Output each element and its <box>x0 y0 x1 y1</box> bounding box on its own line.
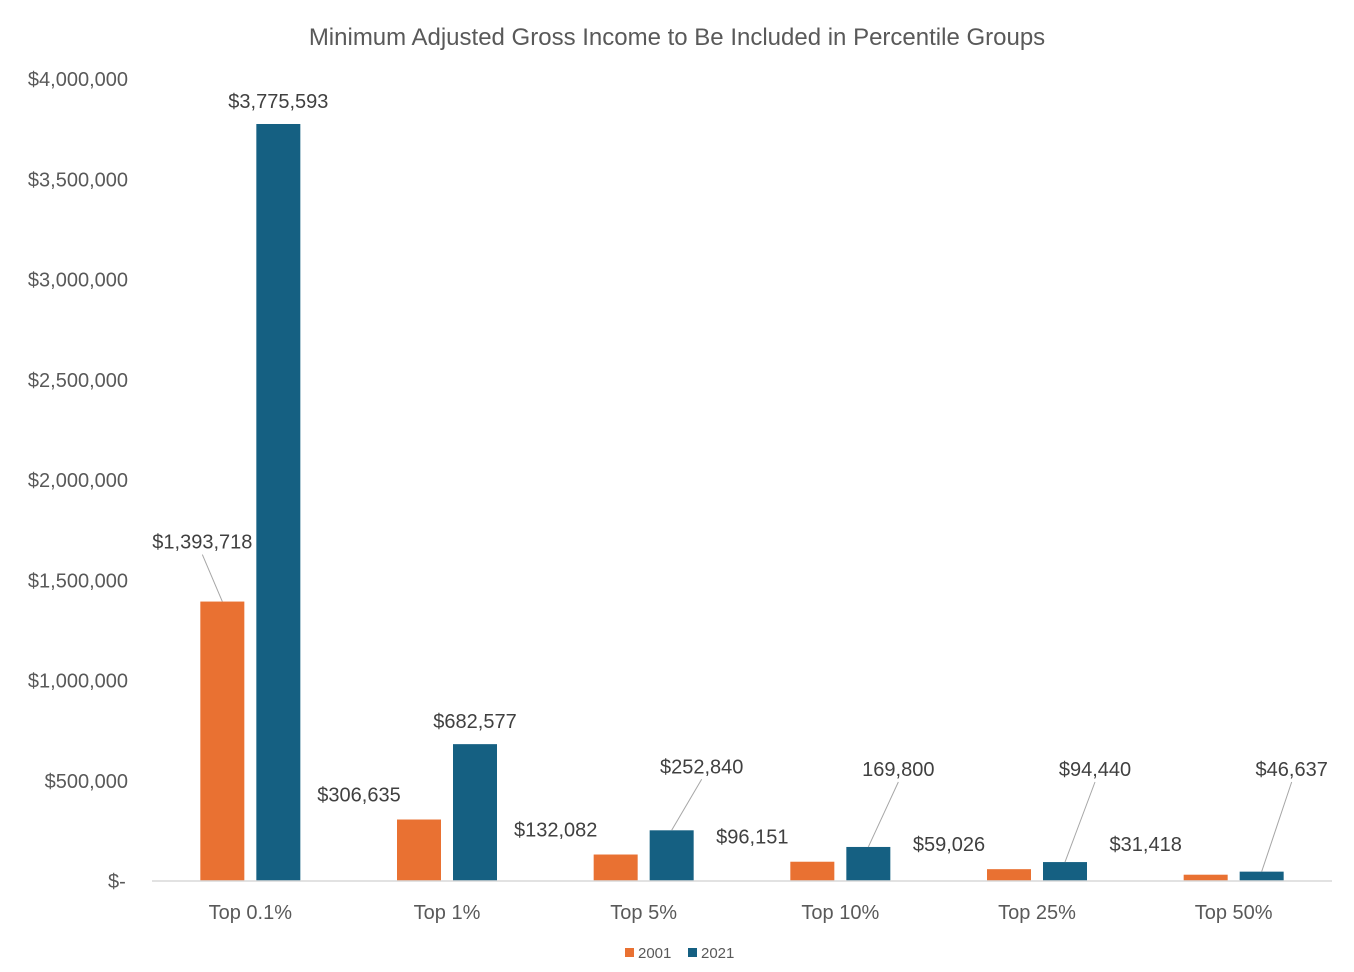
y-tick-label: $2,500,000 <box>28 370 128 392</box>
data-labels: $1,393,718 $3,775,593 $306,635 $682,577 $132… <box>152 91 1328 856</box>
data-label-2021: $252,840 <box>660 756 743 778</box>
data-label-2001: $1,393,718 <box>152 532 252 554</box>
legend-label-2001: 2001 <box>638 945 671 962</box>
bar-2001 <box>200 601 245 881</box>
legend-swatch-2001 <box>625 948 634 957</box>
x-tick-label: Top 0.1% <box>209 902 293 924</box>
data-label-2021: $46,637 <box>1256 759 1328 781</box>
bar-2021 <box>649 830 694 881</box>
bar-2001 <box>593 854 638 881</box>
x-tick-label: Top 5% <box>610 902 677 924</box>
y-tick-label: $4,000,000 <box>28 69 128 91</box>
bar-2021 <box>453 744 497 881</box>
y-tick-label: $1,000,000 <box>28 671 128 693</box>
legend-swatch-2021 <box>688 948 697 957</box>
bar-2021 <box>256 123 301 882</box>
y-tick-label: $3,000,000 <box>28 270 128 292</box>
bar-2001 <box>1183 874 1228 881</box>
leader-line <box>201 554 223 602</box>
x-tick-label: Top 1% <box>414 902 481 924</box>
y-tick-label: $- <box>108 871 126 893</box>
data-label-2001: $59,026 <box>913 834 985 856</box>
x-tick-label: Top 50% <box>1195 902 1273 924</box>
leader-line <box>671 779 703 831</box>
data-label-2001: $132,082 <box>514 820 597 842</box>
bar-2001 <box>987 869 1031 881</box>
x-tick-label: Top 10% <box>801 902 879 924</box>
y-axis: $- $500,000 $1,000,000 $1,500,000 $2,000,000… <box>28 69 128 893</box>
chart-title: Minimum Adjusted Gross Income to Be Incl… <box>309 24 1045 51</box>
bar-2021 <box>1239 871 1284 881</box>
data-label-2001: $306,635 <box>317 785 400 807</box>
y-tick-label: $2,000,000 <box>28 470 128 492</box>
data-label-2021: $682,577 <box>433 711 516 733</box>
data-label-2021: $3,775,593 <box>228 91 328 113</box>
data-label-2021: $94,440 <box>1059 759 1131 781</box>
x-axis: Top 0.1% Top 1% Top 5% Top 10% Top 25% Top 50… <box>209 902 1273 924</box>
legend: 2001 2021 <box>625 945 734 962</box>
legend-label-2021: 2021 <box>701 945 734 962</box>
data-label-2001: $96,151 <box>716 827 788 849</box>
leader-line <box>867 781 899 848</box>
leader-lines <box>201 554 1293 872</box>
leader-line <box>1261 781 1293 872</box>
y-tick-label: $1,500,000 <box>28 570 128 592</box>
bars-group <box>200 123 1284 882</box>
data-label-2001: $31,418 <box>1110 834 1182 856</box>
bar-2001 <box>397 819 441 881</box>
y-tick-label: $500,000 <box>45 771 128 793</box>
bar-2001 <box>790 861 835 881</box>
leader-line <box>1064 781 1096 863</box>
x-tick-label: Top 25% <box>998 902 1076 924</box>
bar-2021 <box>846 846 891 881</box>
bar-2021 <box>1043 862 1087 881</box>
y-tick-label: $3,500,000 <box>28 169 128 191</box>
data-label-2021: 169,800 <box>862 759 934 781</box>
